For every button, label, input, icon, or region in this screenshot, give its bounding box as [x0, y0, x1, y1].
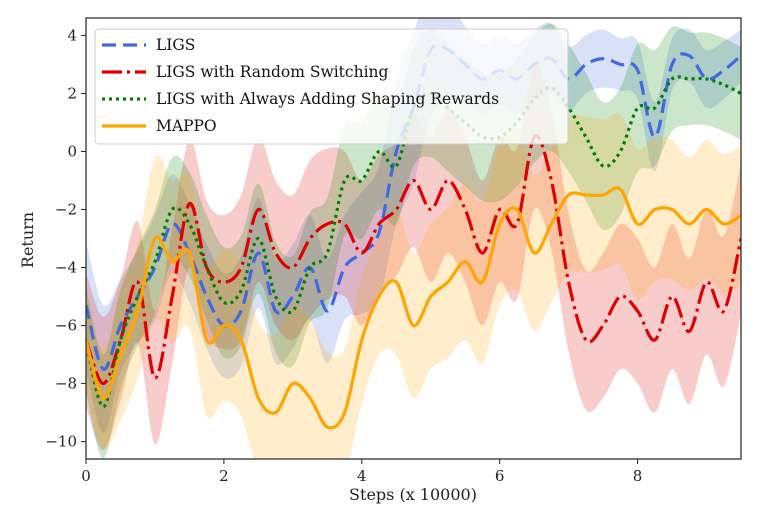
x-axis-label: Steps (x 10000): [349, 485, 477, 504]
legend-box: [94, 28, 569, 145]
y-axis-label: Return: [18, 212, 37, 268]
ligs-with-random-switching-band: [86, 63, 741, 451]
ligs-with-always-adding-shaping-rewards-band: [86, 23, 741, 459]
y-tick-label: −10: [45, 433, 77, 451]
ligs-legend-label: LIGS: [156, 36, 195, 54]
ligs-with-random-switching-line: [86, 134, 741, 386]
x-tick-label: 8: [633, 467, 643, 485]
x-tick-label: 6: [495, 467, 505, 485]
y-tick-label: −6: [55, 317, 77, 335]
mappo-line: [86, 186, 741, 430]
legend: LIGS LIGS with Random Switching LIGS with …: [94, 28, 569, 145]
x-tick-label: 2: [219, 467, 229, 485]
y-tick-label: 4: [67, 26, 77, 44]
x-tick-label: 0: [81, 467, 91, 485]
x-tick-label: 4: [357, 467, 367, 485]
y-tick-label: −8: [55, 375, 77, 393]
ligs-with-random-switching-legend-label: LIGS with Random Switching: [156, 63, 389, 81]
axis-ticks: 0 2 4 6 8 −10 −8 −6 −4 −2 0 2 4: [45, 26, 642, 485]
ligs-with-always-adding-shaping-rewards-legend-label: LIGS with Always Adding Shaping Rewards: [156, 90, 499, 108]
ligs-band: [86, 18, 741, 433]
ligs-with-always-adding-shaping-rewards-line: [86, 75, 741, 409]
y-tick-label: 2: [67, 84, 77, 102]
y-tick-label: 0: [67, 142, 77, 160]
mappo-legend-label: MAPPO: [156, 117, 217, 135]
plot-frame: [85, 17, 742, 460]
y-tick-label: −2: [55, 200, 77, 218]
y-tick-label: −4: [55, 259, 77, 277]
